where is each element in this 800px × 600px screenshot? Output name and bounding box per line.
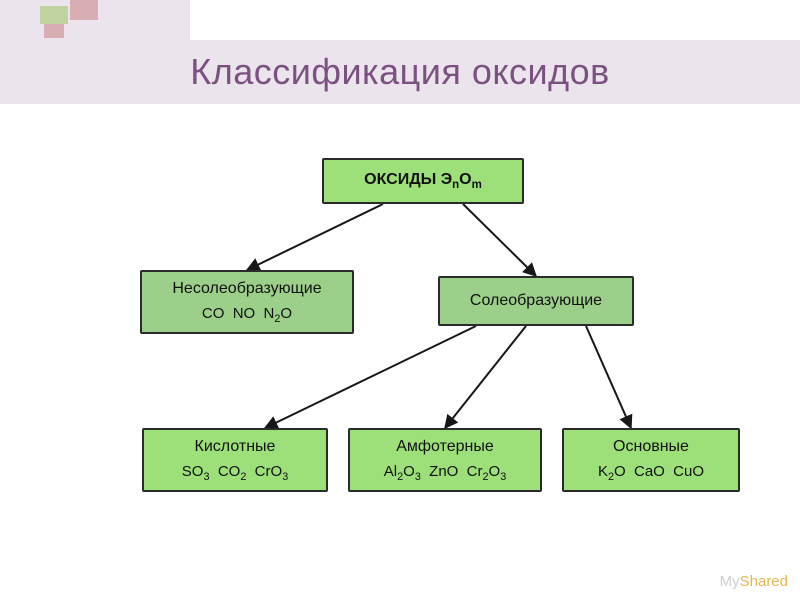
- edge-root-nonsalt: [247, 204, 383, 270]
- node-sub: CO NO N2O: [202, 304, 292, 327]
- node-label: Кислотные: [195, 436, 276, 458]
- node-root: ОКСИДЫ ЭnOm: [322, 158, 524, 204]
- edge-root-salt: [463, 204, 536, 276]
- node-salt: Солеобразующие: [438, 276, 634, 326]
- edge-salt-basic: [586, 326, 631, 428]
- edge-salt-acidic: [265, 326, 476, 428]
- slide-title: Классификация оксидов: [190, 51, 610, 93]
- node-basic: Основные K2O CaO CuO: [562, 428, 740, 492]
- node-label: Несолеобразующие: [172, 278, 321, 300]
- node-sub: SO3 CO2 CrO3: [182, 462, 288, 485]
- node-label: Основные: [613, 436, 689, 458]
- node-label: ОКСИДЫ ЭnOm: [364, 169, 482, 194]
- deco-pink-block: [70, 0, 98, 20]
- node-label: Амфотерные: [396, 436, 494, 458]
- node-amph: Амфотерные Al2O3 ZnO Cr2O3: [348, 428, 542, 492]
- watermark: MyShared: [720, 573, 788, 590]
- edge-salt-amph: [445, 326, 526, 428]
- title-band: Классификация оксидов: [0, 40, 800, 104]
- deco-pink-block: [44, 24, 64, 38]
- node-sub: Al2O3 ZnO Cr2O3: [384, 462, 506, 485]
- node-label: Солеобразующие: [470, 290, 602, 312]
- deco-green-block: [40, 6, 68, 24]
- node-sub: K2O CaO CuO: [598, 462, 704, 485]
- node-nonsalt: Несолеобразующие CO NO N2O: [140, 270, 354, 334]
- watermark-right: Shared: [740, 573, 788, 590]
- watermark-left: My: [720, 573, 740, 590]
- diagram-area: ОКСИДЫ ЭnOm Несолеобразующие CO NO N2O Соле…: [0, 140, 800, 560]
- node-acidic: Кислотные SO3 CO2 CrO3: [142, 428, 328, 492]
